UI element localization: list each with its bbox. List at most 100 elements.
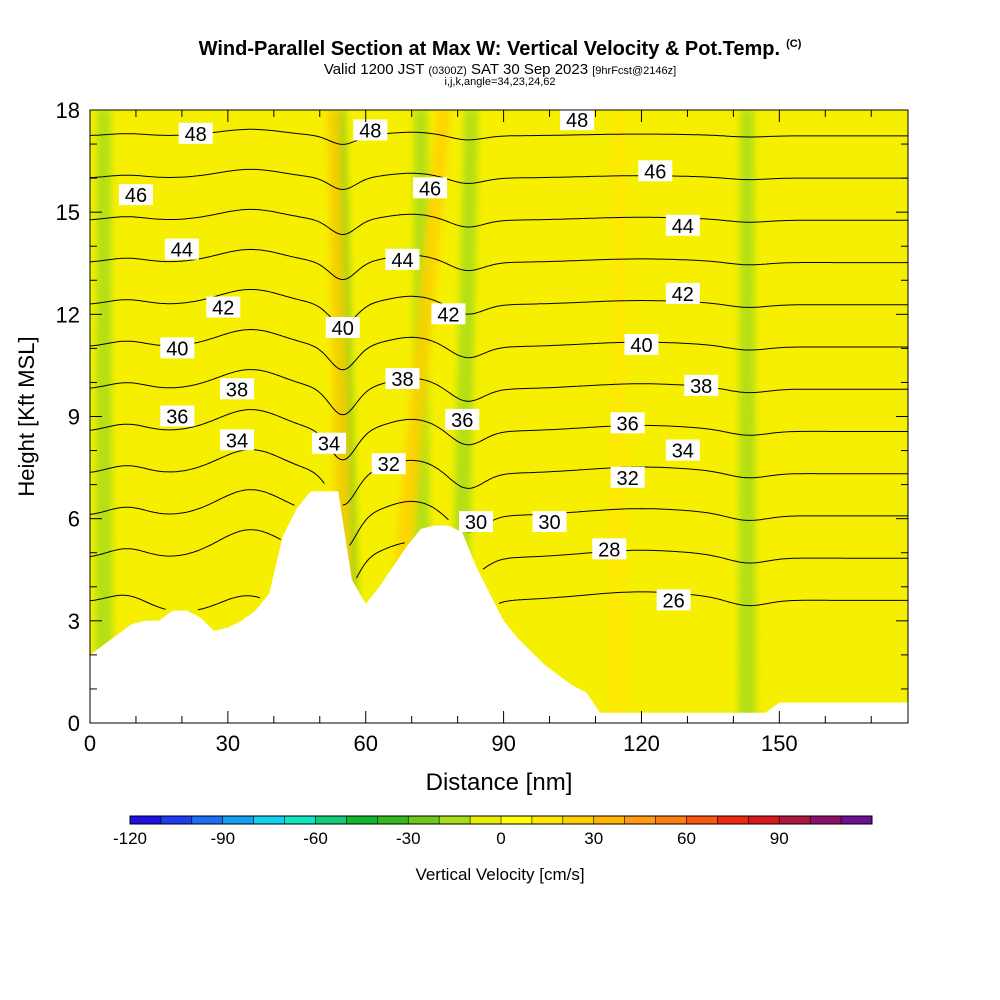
contour-line-46 [90,168,908,191]
contour-label-bg [610,466,645,488]
contour-label-bg [459,511,494,533]
x-tick-label: 60 [353,731,377,756]
contour-label-text: 48 [566,110,588,132]
contour-line-44 [90,208,908,236]
y-tick-label: 0 [68,711,80,736]
contour-label-bg [684,374,719,396]
colorbar-tick-label: -60 [303,829,328,848]
contour-label-text: 44 [171,240,193,262]
contour-label-13: 40 [325,316,360,340]
colorbar-swatch [222,816,255,824]
contour-label-text: 42 [212,298,234,320]
contour-label-text: 48 [359,120,381,142]
contour-label-bg [160,405,195,427]
contour-label-14: 40 [624,333,659,357]
y-tick-label: 18 [56,98,80,123]
contour-label-18: 36 [160,405,195,429]
colorbar-tick-label: 30 [584,829,603,848]
contour-label-8: 44 [665,214,700,238]
contour-label-text: 28 [598,539,620,561]
contour-label-bg [638,160,673,182]
contour-label-text: 46 [644,161,666,183]
colorbar-swatch [593,816,626,824]
contour-label-27: 30 [532,511,567,534]
contour-label-3: 46 [118,184,153,207]
contour-label-12: 40 [160,337,195,360]
contour-label-1: 48 [353,119,388,142]
contour-label-text: 32 [378,454,400,476]
contour-label-text: 30 [538,512,560,534]
velocity-band-3 [738,110,757,723]
colorbar-swatch [717,816,749,824]
contour-label-bg [385,248,420,270]
contour-label-bg [592,538,627,560]
contour-label-20: 36 [610,412,645,435]
y-tick-label: 3 [68,609,80,634]
contour-label-text: 36 [617,413,639,435]
contour-label-bg [431,303,466,325]
x-axis-label: Distance [nm] [426,769,573,796]
contour-label-0: 48 [178,122,213,146]
colorbar-swatch [531,816,564,824]
potential-temperature-contours [90,128,908,611]
colorbar-tick-label: -30 [396,829,421,848]
contour-label-bg [118,184,153,206]
colorbar-swatch [810,816,842,824]
contour-label-bg [160,337,195,359]
contour-label-9: 42 [206,296,241,320]
contour-label-text: 38 [690,376,712,398]
x-tick-label: 30 [216,731,240,756]
contour-label-28: 28 [592,538,627,561]
contour-label-29: 26 [656,589,691,612]
contour-label-text: 34 [672,441,694,463]
x-tick-label: 90 [491,731,515,756]
colorbar-tick-label: -90 [210,829,235,848]
contour-label-bg [371,453,406,475]
contour-label-text: 34 [318,434,340,456]
contour-label-bg [413,177,448,199]
contour-label-text: 40 [332,318,354,340]
colorbar-tick-label: 0 [496,829,505,848]
contour-label-bg [532,511,567,533]
contour-label-17: 38 [684,374,719,398]
terrain [90,491,908,723]
contour-label-21: 34 [220,429,255,452]
chart-title: Wind-Parallel Section at Max W: Vertical… [198,38,802,60]
contour-label-bg [624,333,659,355]
contour-line-40 [90,289,908,326]
contour-label-bg [665,282,700,304]
contour-line-42 [90,248,908,281]
plot-area: 48 48 48 46 46 46 44 44 44 42 42 42 40 40 40 38 38 38 36 36… [90,110,908,723]
contour-label-bg [560,110,595,131]
contour-label-text: 42 [437,304,459,326]
contour-label-5: 46 [638,160,673,183]
contour-label-11: 42 [665,282,700,306]
contour-label-bg [656,589,691,611]
colorbar-tick-label: -120 [113,829,147,848]
chart-params: i,j,k,angle=34,23,24,62 [444,76,556,88]
contour-label-text: 30 [465,512,487,534]
contour-label-text: 40 [630,335,652,357]
contour-labels: 48 48 48 46 46 46 44 44 44 42 42 42 40 40 40 38 38 38 36 36… [118,110,719,612]
contour-label-text: 38 [391,369,413,391]
contour-label-bg [325,316,360,338]
contour-label-24: 32 [371,453,406,476]
contour-label-text: 38 [226,379,248,401]
contour-line-26 [90,591,908,611]
contour-label-2: 48 [560,110,595,132]
colorbar-swatch [470,816,502,824]
colorbar-swatch [191,816,224,824]
contour-label-bg [206,296,241,318]
contour-label-bg [445,408,480,430]
contour-label-7: 44 [385,248,420,272]
contour-line-48 [90,128,908,145]
colorbar-swatch [160,816,193,824]
contour-label-26: 30 [459,511,494,534]
chart-subtitle: Valid 1200 JST (0300Z) SAT 30 Sep 2023 [… [323,61,677,78]
contour-label-bg [353,119,388,141]
colorbar: -120 -90 -60 -30 0 30 60 90 [113,815,873,848]
contour-label-text: 44 [391,250,413,272]
contour-line-36 [90,369,908,416]
contour-label-19: 36 [445,408,480,432]
